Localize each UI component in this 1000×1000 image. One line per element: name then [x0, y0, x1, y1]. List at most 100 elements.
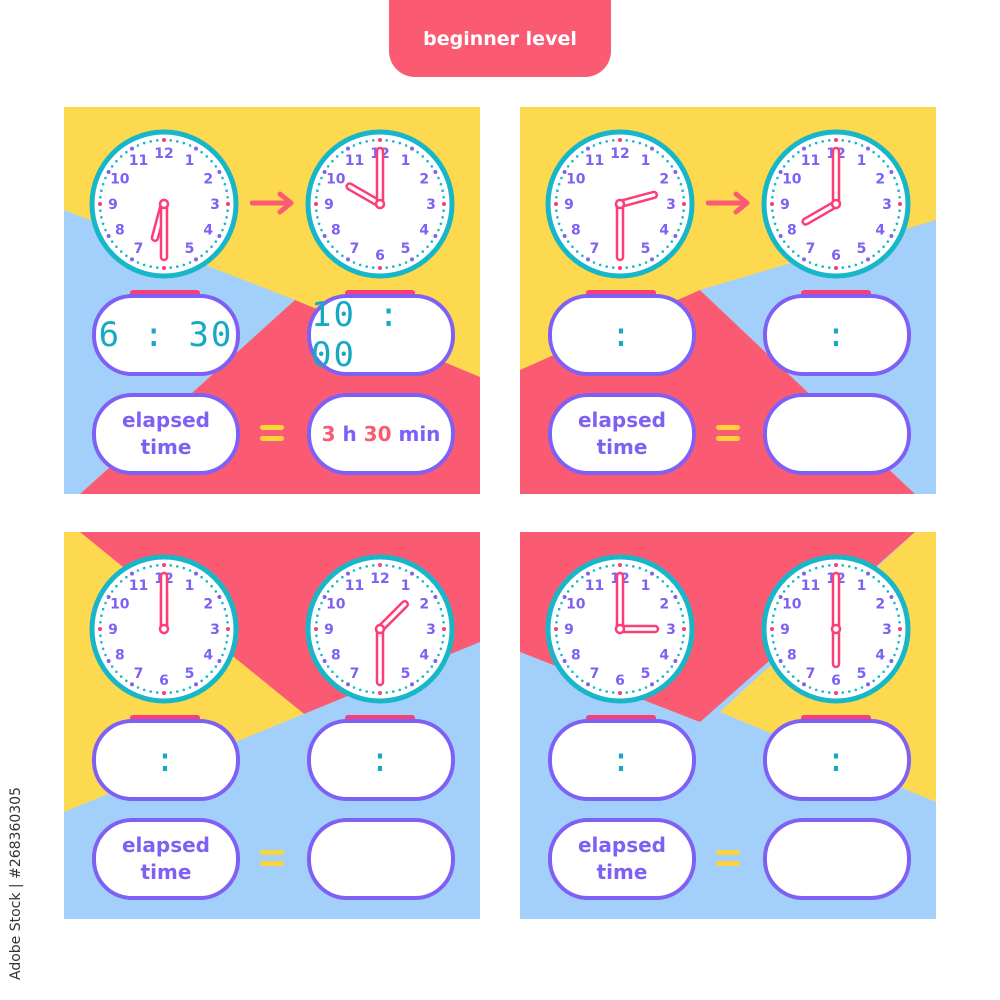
svg-text:3: 3 [210, 197, 220, 213]
start-digital-display[interactable]: : [548, 290, 696, 376]
elapsed-time-label: elapsed time [92, 818, 240, 900]
svg-text:4: 4 [203, 223, 213, 239]
svg-text:11: 11 [585, 153, 604, 169]
svg-text:3: 3 [426, 622, 436, 638]
elapsed-time-label: elapsed time [92, 393, 240, 475]
svg-text:4: 4 [203, 648, 213, 664]
arrow-right-icon [250, 191, 294, 215]
end-digital-display[interactable]: : [307, 715, 455, 801]
end-digital-display[interactable]: : [763, 290, 911, 376]
svg-text:10: 10 [782, 172, 802, 188]
svg-text:5: 5 [401, 666, 411, 682]
svg-text:5: 5 [185, 241, 195, 257]
svg-text:6: 6 [375, 248, 385, 264]
svg-text:1: 1 [185, 153, 195, 169]
end-digital-display[interactable]: : [763, 715, 911, 801]
equals-icon [716, 850, 740, 866]
svg-text:9: 9 [780, 622, 790, 638]
svg-text:6: 6 [831, 248, 841, 264]
elapsed-time-label: elapsed time [548, 393, 696, 475]
svg-text:2: 2 [419, 597, 429, 613]
end-digital-display[interactable]: 10 : 00 [307, 290, 455, 376]
svg-text:5: 5 [641, 666, 651, 682]
start-digital-display[interactable]: : [92, 715, 240, 801]
svg-text:11: 11 [585, 578, 604, 594]
level-badge: beginner level [389, 0, 611, 77]
elapsed-answer-field[interactable] [307, 818, 455, 900]
svg-text:4: 4 [419, 648, 429, 664]
svg-text:9: 9 [324, 197, 334, 213]
svg-text:6: 6 [831, 673, 841, 689]
svg-text:10: 10 [566, 597, 586, 613]
svg-text:4: 4 [419, 223, 429, 239]
arrow-right-icon [250, 616, 294, 640]
svg-text:9: 9 [108, 622, 118, 638]
svg-text:11: 11 [801, 153, 820, 169]
svg-text:8: 8 [115, 648, 125, 664]
svg-text:7: 7 [134, 666, 144, 682]
watermark: Adobe Stock | #268360305 [8, 787, 24, 980]
answer-minutes: 30 [363, 421, 392, 446]
exercise-panel-3: 123456789101112123456789101112::elapsed … [64, 532, 480, 919]
svg-text:1: 1 [401, 578, 411, 594]
svg-text:2: 2 [875, 597, 885, 613]
svg-text:1: 1 [641, 153, 651, 169]
svg-text:9: 9 [564, 622, 574, 638]
equals-icon [260, 425, 284, 441]
svg-text:8: 8 [331, 648, 341, 664]
svg-text:10: 10 [566, 172, 586, 188]
svg-text:5: 5 [185, 666, 195, 682]
svg-text:6: 6 [615, 673, 625, 689]
svg-text:9: 9 [780, 197, 790, 213]
equals-icon [716, 425, 740, 441]
svg-text:8: 8 [331, 223, 341, 239]
svg-text:1: 1 [857, 153, 867, 169]
svg-text:8: 8 [571, 223, 581, 239]
elapsed-answer-field[interactable] [763, 818, 911, 900]
svg-text:7: 7 [350, 666, 360, 682]
svg-text:7: 7 [590, 241, 600, 257]
equals-icon [260, 850, 284, 866]
svg-text:4: 4 [875, 223, 885, 239]
svg-text:3: 3 [426, 197, 436, 213]
elapsed-time-label: elapsed time [548, 818, 696, 900]
svg-text:10: 10 [326, 597, 346, 613]
svg-text:3: 3 [882, 622, 892, 638]
svg-text:10: 10 [782, 597, 802, 613]
svg-text:4: 4 [659, 648, 669, 664]
svg-text:8: 8 [787, 223, 797, 239]
svg-text:3: 3 [210, 622, 220, 638]
svg-text:9: 9 [564, 197, 574, 213]
svg-text:7: 7 [350, 241, 360, 257]
svg-text:2: 2 [203, 597, 213, 613]
svg-text:5: 5 [641, 241, 651, 257]
answer-hours: 3 [321, 421, 336, 446]
svg-text:2: 2 [659, 172, 669, 188]
elapsed-answer-field[interactable]: 3 h 30 min [307, 393, 455, 475]
svg-text:4: 4 [875, 648, 885, 664]
minutes-unit: min [398, 421, 441, 446]
svg-text:3: 3 [882, 197, 892, 213]
svg-text:8: 8 [787, 648, 797, 664]
arrow-right-icon [706, 191, 750, 215]
svg-text:10: 10 [110, 597, 130, 613]
svg-text:10: 10 [326, 172, 346, 188]
svg-text:6: 6 [159, 673, 169, 689]
start-digital-display[interactable]: : [548, 715, 696, 801]
svg-text:4: 4 [659, 223, 669, 239]
elapsed-answer-field[interactable] [763, 393, 911, 475]
svg-text:12: 12 [610, 146, 629, 162]
start-digital-display[interactable]: 6 : 30 [92, 290, 240, 376]
exercise-panel-4: 123456789101112123456789101112::elapsed … [520, 532, 936, 919]
svg-text:12: 12 [154, 146, 173, 162]
svg-text:9: 9 [108, 197, 118, 213]
exercise-panel-2: 123456789101112123456789101112::elapsed … [520, 107, 936, 494]
svg-text:7: 7 [590, 666, 600, 682]
svg-text:1: 1 [857, 578, 867, 594]
